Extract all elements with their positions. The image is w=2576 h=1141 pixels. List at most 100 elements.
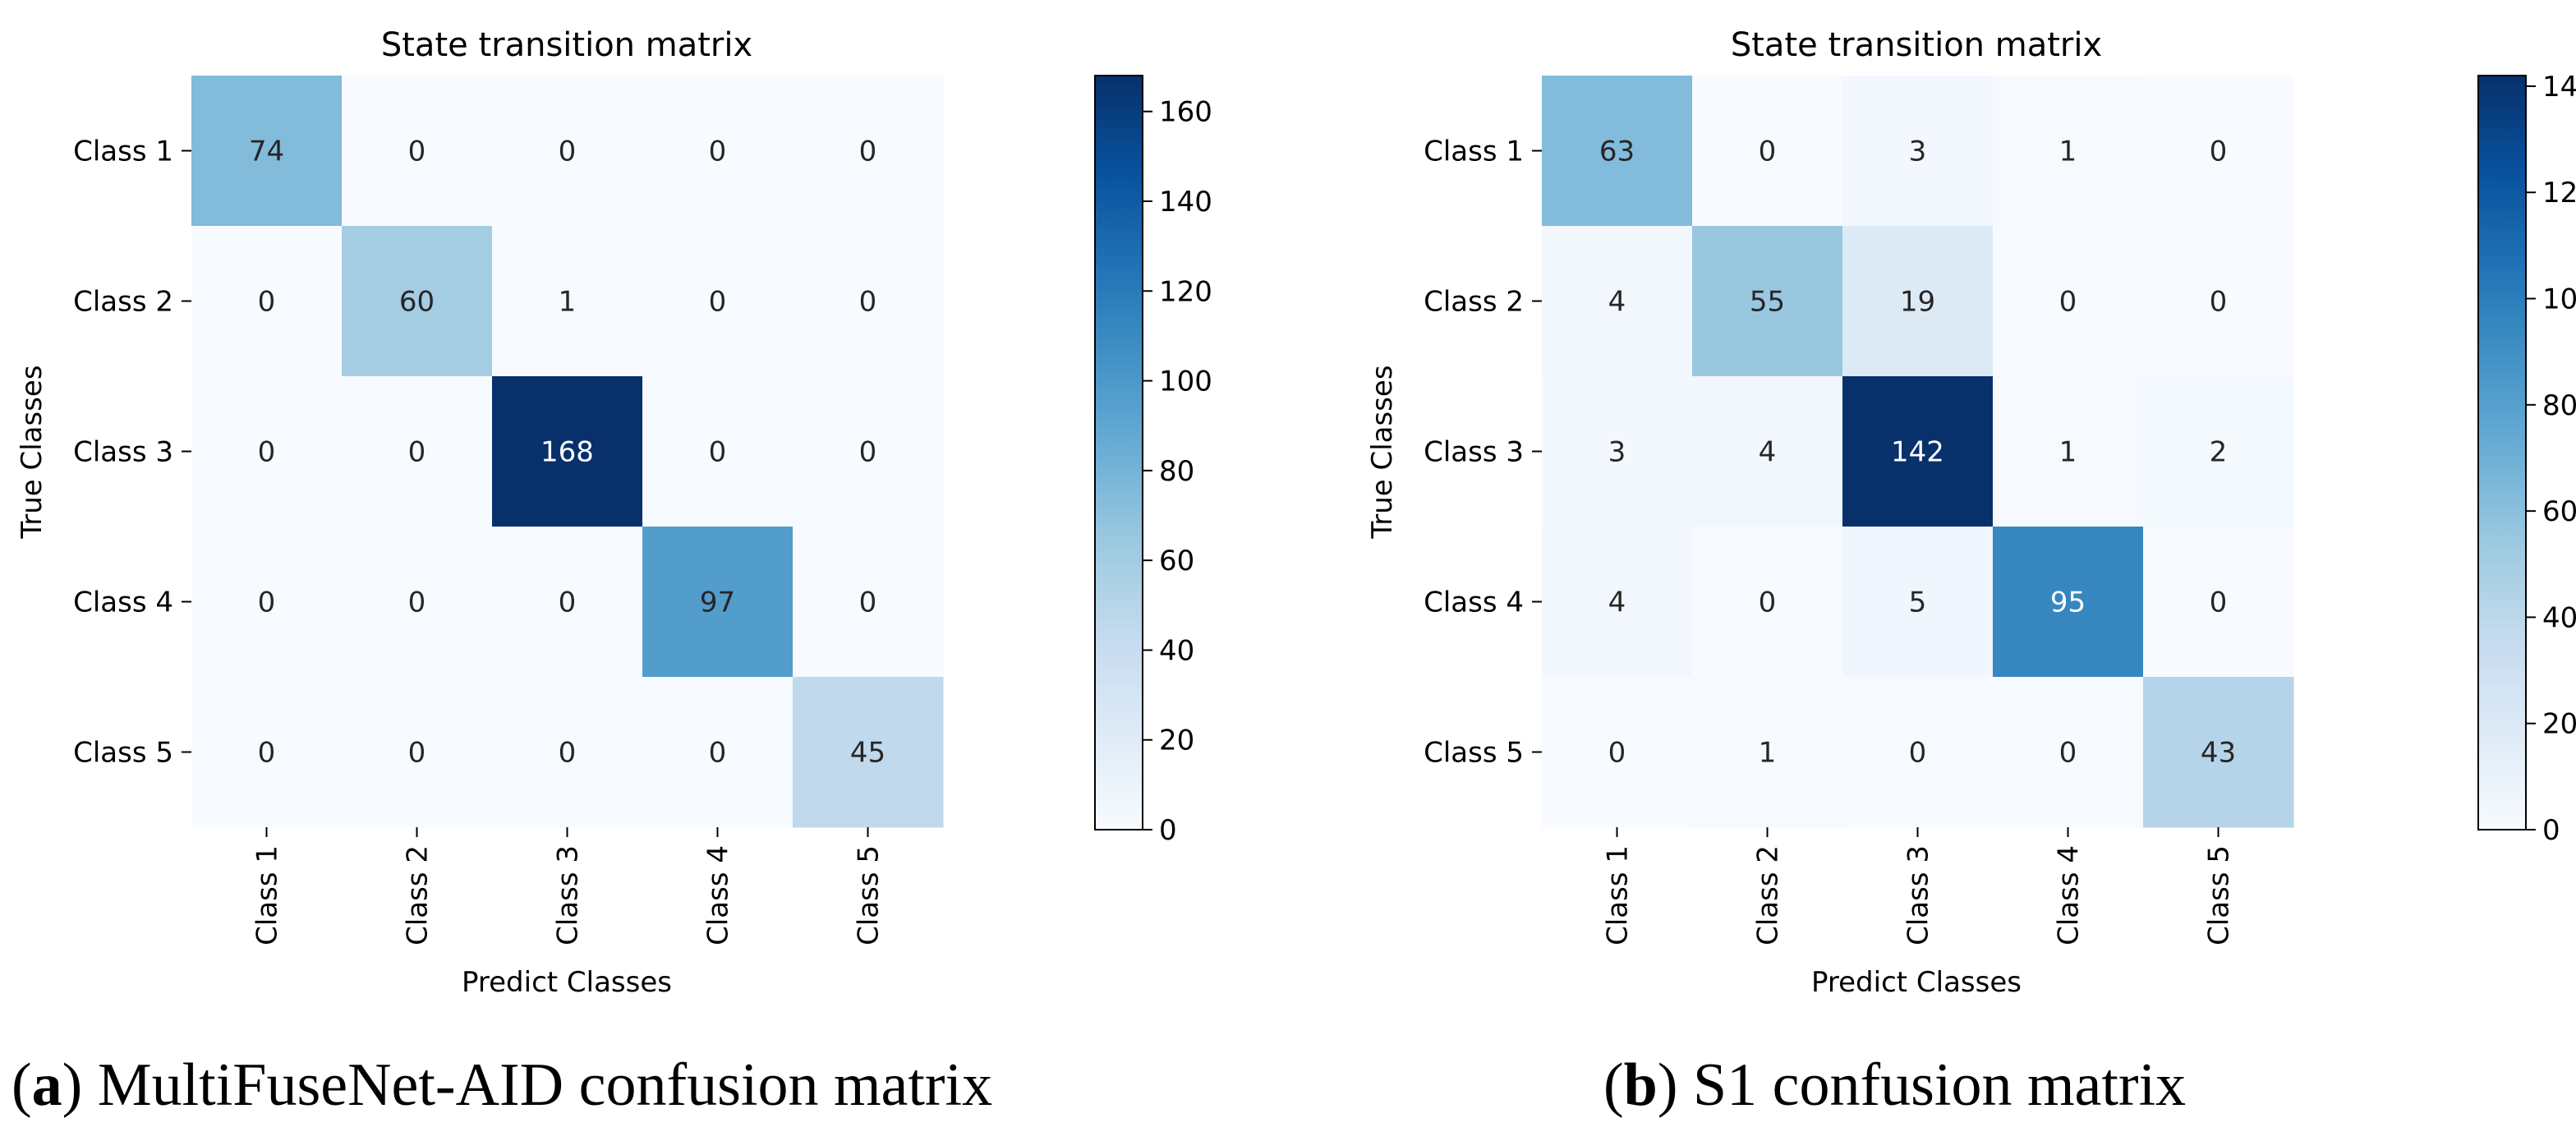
panel-b-xtick-labels: Class 1 Class 2 Class 3 Class 4 Class 5 [1602,827,2236,945]
heatmap-cell-value: 55 [1750,286,1785,319]
xtick-label: Class 2 [1752,845,1785,945]
colorbar-tick-label: 40 [1159,634,1194,667]
heatmap-cell-value: 0 [859,587,877,619]
heatmap-cell-value: 3 [1909,136,1927,168]
heatmap-cell [793,226,944,377]
panel-b-caption: (b) S1 confusion matrix [1603,1051,2186,1119]
heatmap-cell [642,76,794,227]
heatmap-cell [642,226,794,377]
colorbar-tick-label: 140 [1159,186,1212,219]
xtick-label: Class 5 [2203,845,2236,945]
heatmap-cell-value: 63 [1599,136,1635,168]
panel-b-heatmap: 63 0 3 1 0 4 55 19 0 0 3 4 142 1 2 4 0 5 95 0 0 1 0 0 43 [1542,76,2294,828]
colorbar-tick-label: 140 [2542,71,2576,104]
xtick-label: Class 1 [1602,845,1635,945]
heatmap-cell [793,376,944,527]
heatmap-cell [1842,527,1994,678]
heatmap-cell [492,677,643,828]
heatmap-cell-value: 0 [709,737,727,770]
ytick-label: Class 1 [1424,136,1524,168]
heatmap-cell-value: 2 [2210,436,2228,469]
heatmap-cell [1692,527,1843,678]
heatmap-cell [1692,376,1843,527]
heatmap-cell-value: 45 [850,737,886,770]
xtick-label: Class 4 [2053,845,2086,945]
colorbar-tick-label: 120 [2542,177,2576,209]
heatmap-cell [342,76,493,227]
heatmap-cell [1842,677,1994,828]
heatmap-cell [1542,76,1693,227]
ytick-label: Class 3 [73,436,173,469]
heatmap-cell-value: 0 [859,286,877,319]
colorbar-tick-label: 60 [1159,545,1194,577]
heatmap-cell-value: 1 [2059,136,2077,168]
heatmap-cell [1993,76,2144,227]
heatmap-cell [2143,76,2294,227]
heatmap-cell [793,527,944,678]
heatmap-cell-value: 74 [249,136,284,168]
heatmap-cell [1542,527,1693,678]
heatmap-cell-value: 0 [709,286,727,319]
heatmap-cell [1993,527,2144,678]
heatmap-cell [2143,226,2294,377]
heatmap-cell [342,527,493,678]
heatmap-cell-value: 1 [1759,737,1777,770]
panel-a-caption-text: MultiFuseNet-AID confusion matrix [98,1051,992,1119]
panel-b-title: State transition matrix [1731,26,2102,64]
heatmap-cell [1842,226,1994,377]
heatmap-cell [191,226,343,377]
heatmap-cell [2143,527,2294,678]
heatmap-cell [191,76,343,227]
heatmap-cell [1692,76,1843,227]
heatmap-cell-value: 142 [1891,436,1944,469]
heatmap-cell [793,76,944,227]
heatmap-cell-value: 60 [399,286,435,319]
xtick-label: Class 4 [702,845,735,945]
xtick-label: Class 1 [251,845,284,945]
heatmap-cell-value: 0 [2210,286,2228,319]
heatmap-cell-value: 0 [1608,737,1626,770]
colorbar-tick-label: 0 [1159,814,1177,847]
heatmap-cell-value: 95 [2050,587,2086,619]
ytick-label: Class 5 [73,737,173,770]
heatmap-cell [642,527,794,678]
heatmap-cell [342,376,493,527]
colorbar-tick-label: 40 [2542,601,2576,634]
heatmap-cell [191,527,343,678]
panel-a-colorbar-gradient [1094,75,1143,830]
panel-a-xtick-labels: Class 1 Class 2 Class 3 Class 4 Class 5 [251,827,886,945]
ytick-label: Class 5 [1424,737,1524,770]
heatmap-cell [793,677,944,828]
heatmap-cell-value: 168 [540,436,594,469]
panel-b-caption-text: S1 confusion matrix [1693,1051,2186,1119]
panel-b-xlabel: Predict Classes [1811,966,2022,999]
colorbar-tick-label: 0 [2542,814,2560,847]
heatmap-cell-value: 0 [408,436,426,469]
heatmap-cell [191,376,343,527]
heatmap-cell-value: 4 [1608,286,1626,319]
heatmap-cell [2143,677,2294,828]
heatmap-cell-value: 97 [700,587,735,619]
heatmap-cell-value: 0 [1759,136,1777,168]
heatmap-cell [492,527,643,678]
heatmap-cell-value: 5 [1909,587,1927,619]
panel-b-caption-letter: b [1624,1051,1658,1119]
heatmap-cell-value: 3 [1608,436,1626,469]
panel-b: State transition matrix 63 0 3 1 0 4 55 19 0 0 3 4 1… [1366,26,2576,1119]
heatmap-cell-value: 1 [559,286,577,319]
heatmap-cell-value: 0 [408,737,426,770]
heatmap-cell-value: 0 [408,136,426,168]
colorbar-tick-label: 100 [1159,366,1212,398]
heatmap-cell-value: 4 [1759,436,1777,469]
panel-b-colorbar: 0 20 40 60 80 100 120 140 [2477,71,2576,847]
heatmap-cell-value: 0 [709,436,727,469]
heatmap-cell-value: 1 [2059,436,2077,469]
heatmap-cell-value: 0 [1909,737,1927,770]
heatmap-cell-value: 0 [408,587,426,619]
ytick-label: Class 2 [1424,286,1524,319]
panel-a-ylabel: True Classes [16,365,48,539]
colorbar-tick-label: 60 [2542,495,2576,528]
colorbar-tick-label: 160 [1159,96,1212,129]
ytick-label: Class 2 [73,286,173,319]
heatmap-cell-value: 0 [2059,286,2077,319]
